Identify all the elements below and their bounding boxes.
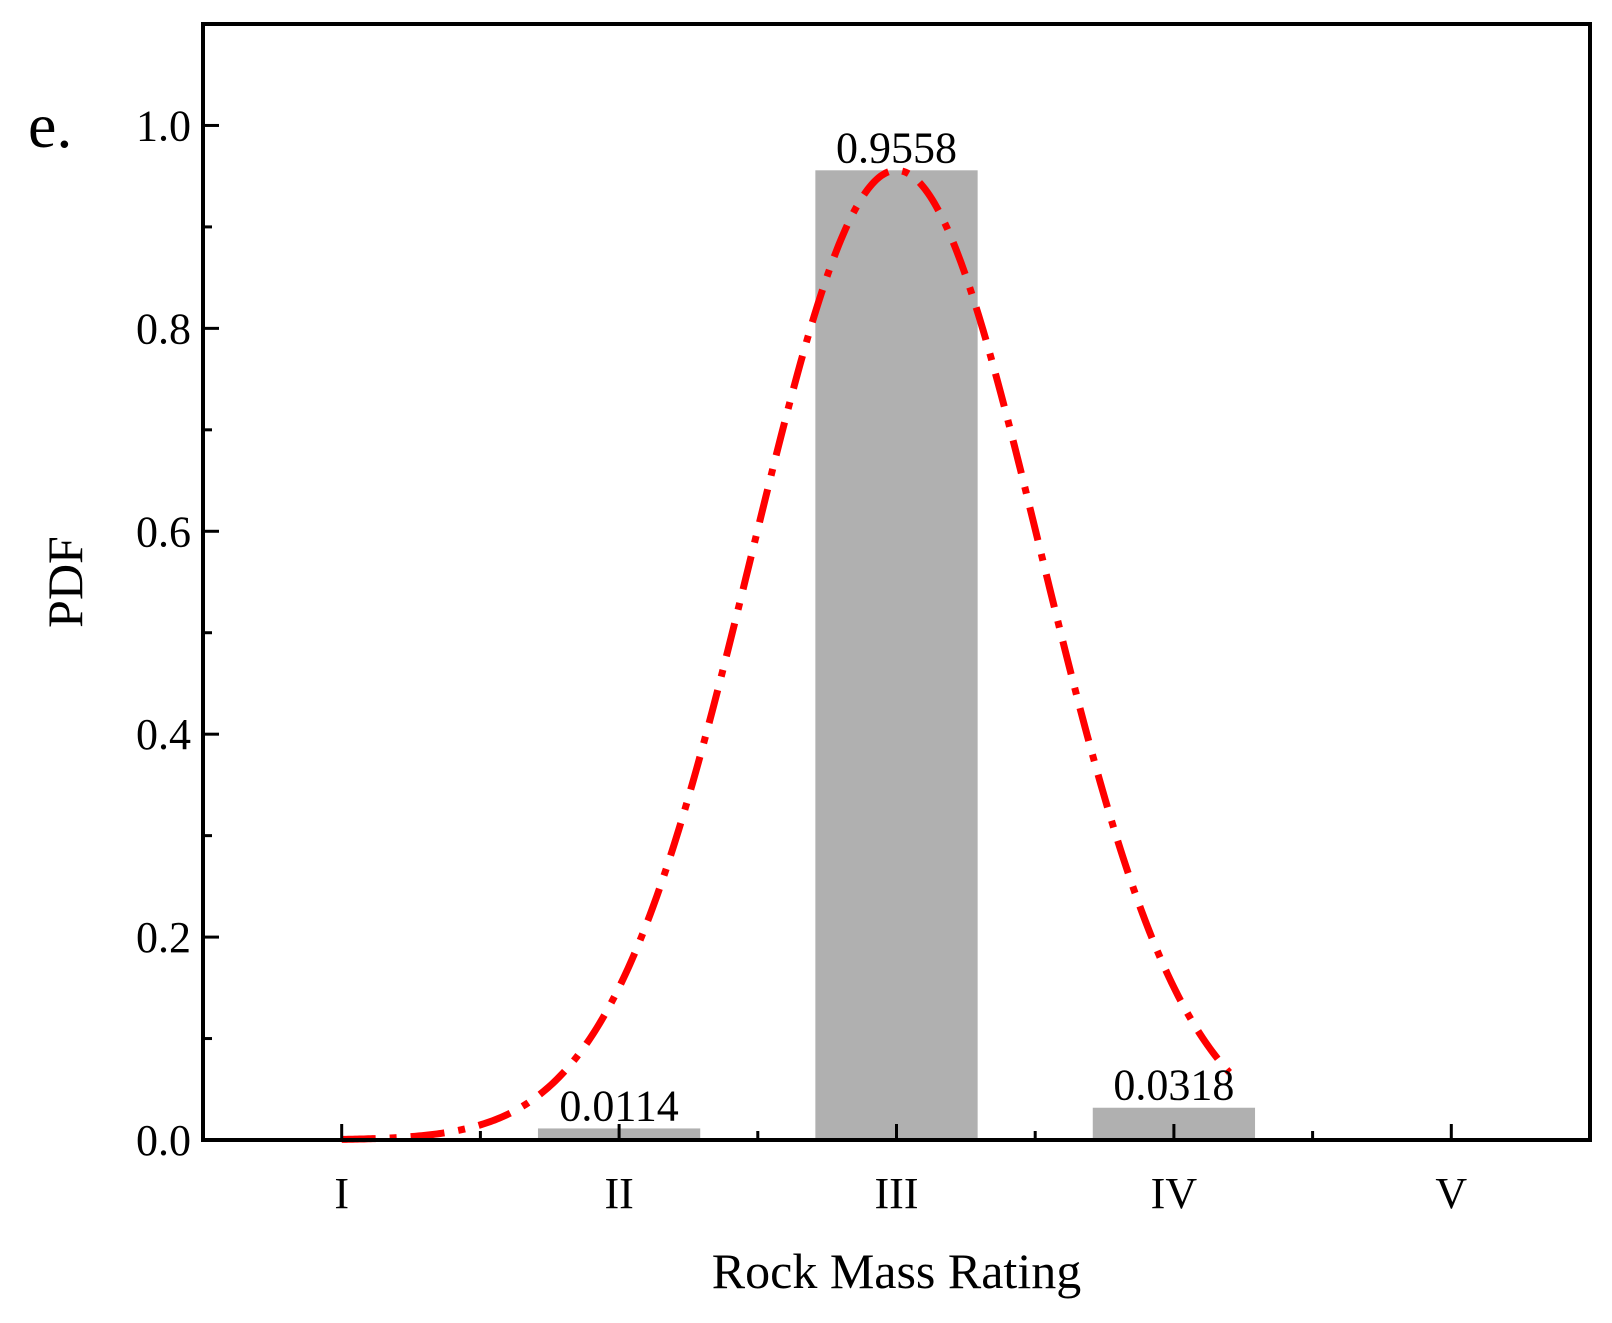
bar-III xyxy=(815,170,978,1140)
fit-curve-line xyxy=(341,166,1232,1143)
panel-label: e. xyxy=(28,90,72,161)
x-tick-label: V xyxy=(1435,1169,1467,1218)
x-tick-label: II xyxy=(604,1169,633,1218)
data-label: 0.9558 xyxy=(836,123,957,172)
x-tick-label: III xyxy=(875,1169,919,1218)
x-axis-title: Rock Mass Rating xyxy=(712,1243,1081,1299)
y-tick-label: 0.8 xyxy=(136,304,191,353)
data-label: 0.0114 xyxy=(559,1081,678,1130)
y-tick-label: 0.0 xyxy=(136,1116,191,1165)
y-tick-label: 0.6 xyxy=(136,507,191,556)
data-label: 0.0318 xyxy=(1113,1061,1234,1110)
labels-layer: 0.00.20.40.60.81.0I II III IV V0.01140.95580… xyxy=(37,101,1467,1299)
x-tick-label: IV xyxy=(1151,1169,1198,1218)
y-tick-label: 0.4 xyxy=(136,710,191,759)
y-axis-title: PDF xyxy=(37,536,93,628)
axes-layer xyxy=(201,22,1592,1142)
bars-layer xyxy=(537,170,1256,1140)
y-tick-label: 1.0 xyxy=(136,101,191,150)
y-tick-label: 0.2 xyxy=(136,913,191,962)
x-tick-label: I xyxy=(334,1169,349,1218)
fit-curve-layer xyxy=(341,166,1232,1143)
